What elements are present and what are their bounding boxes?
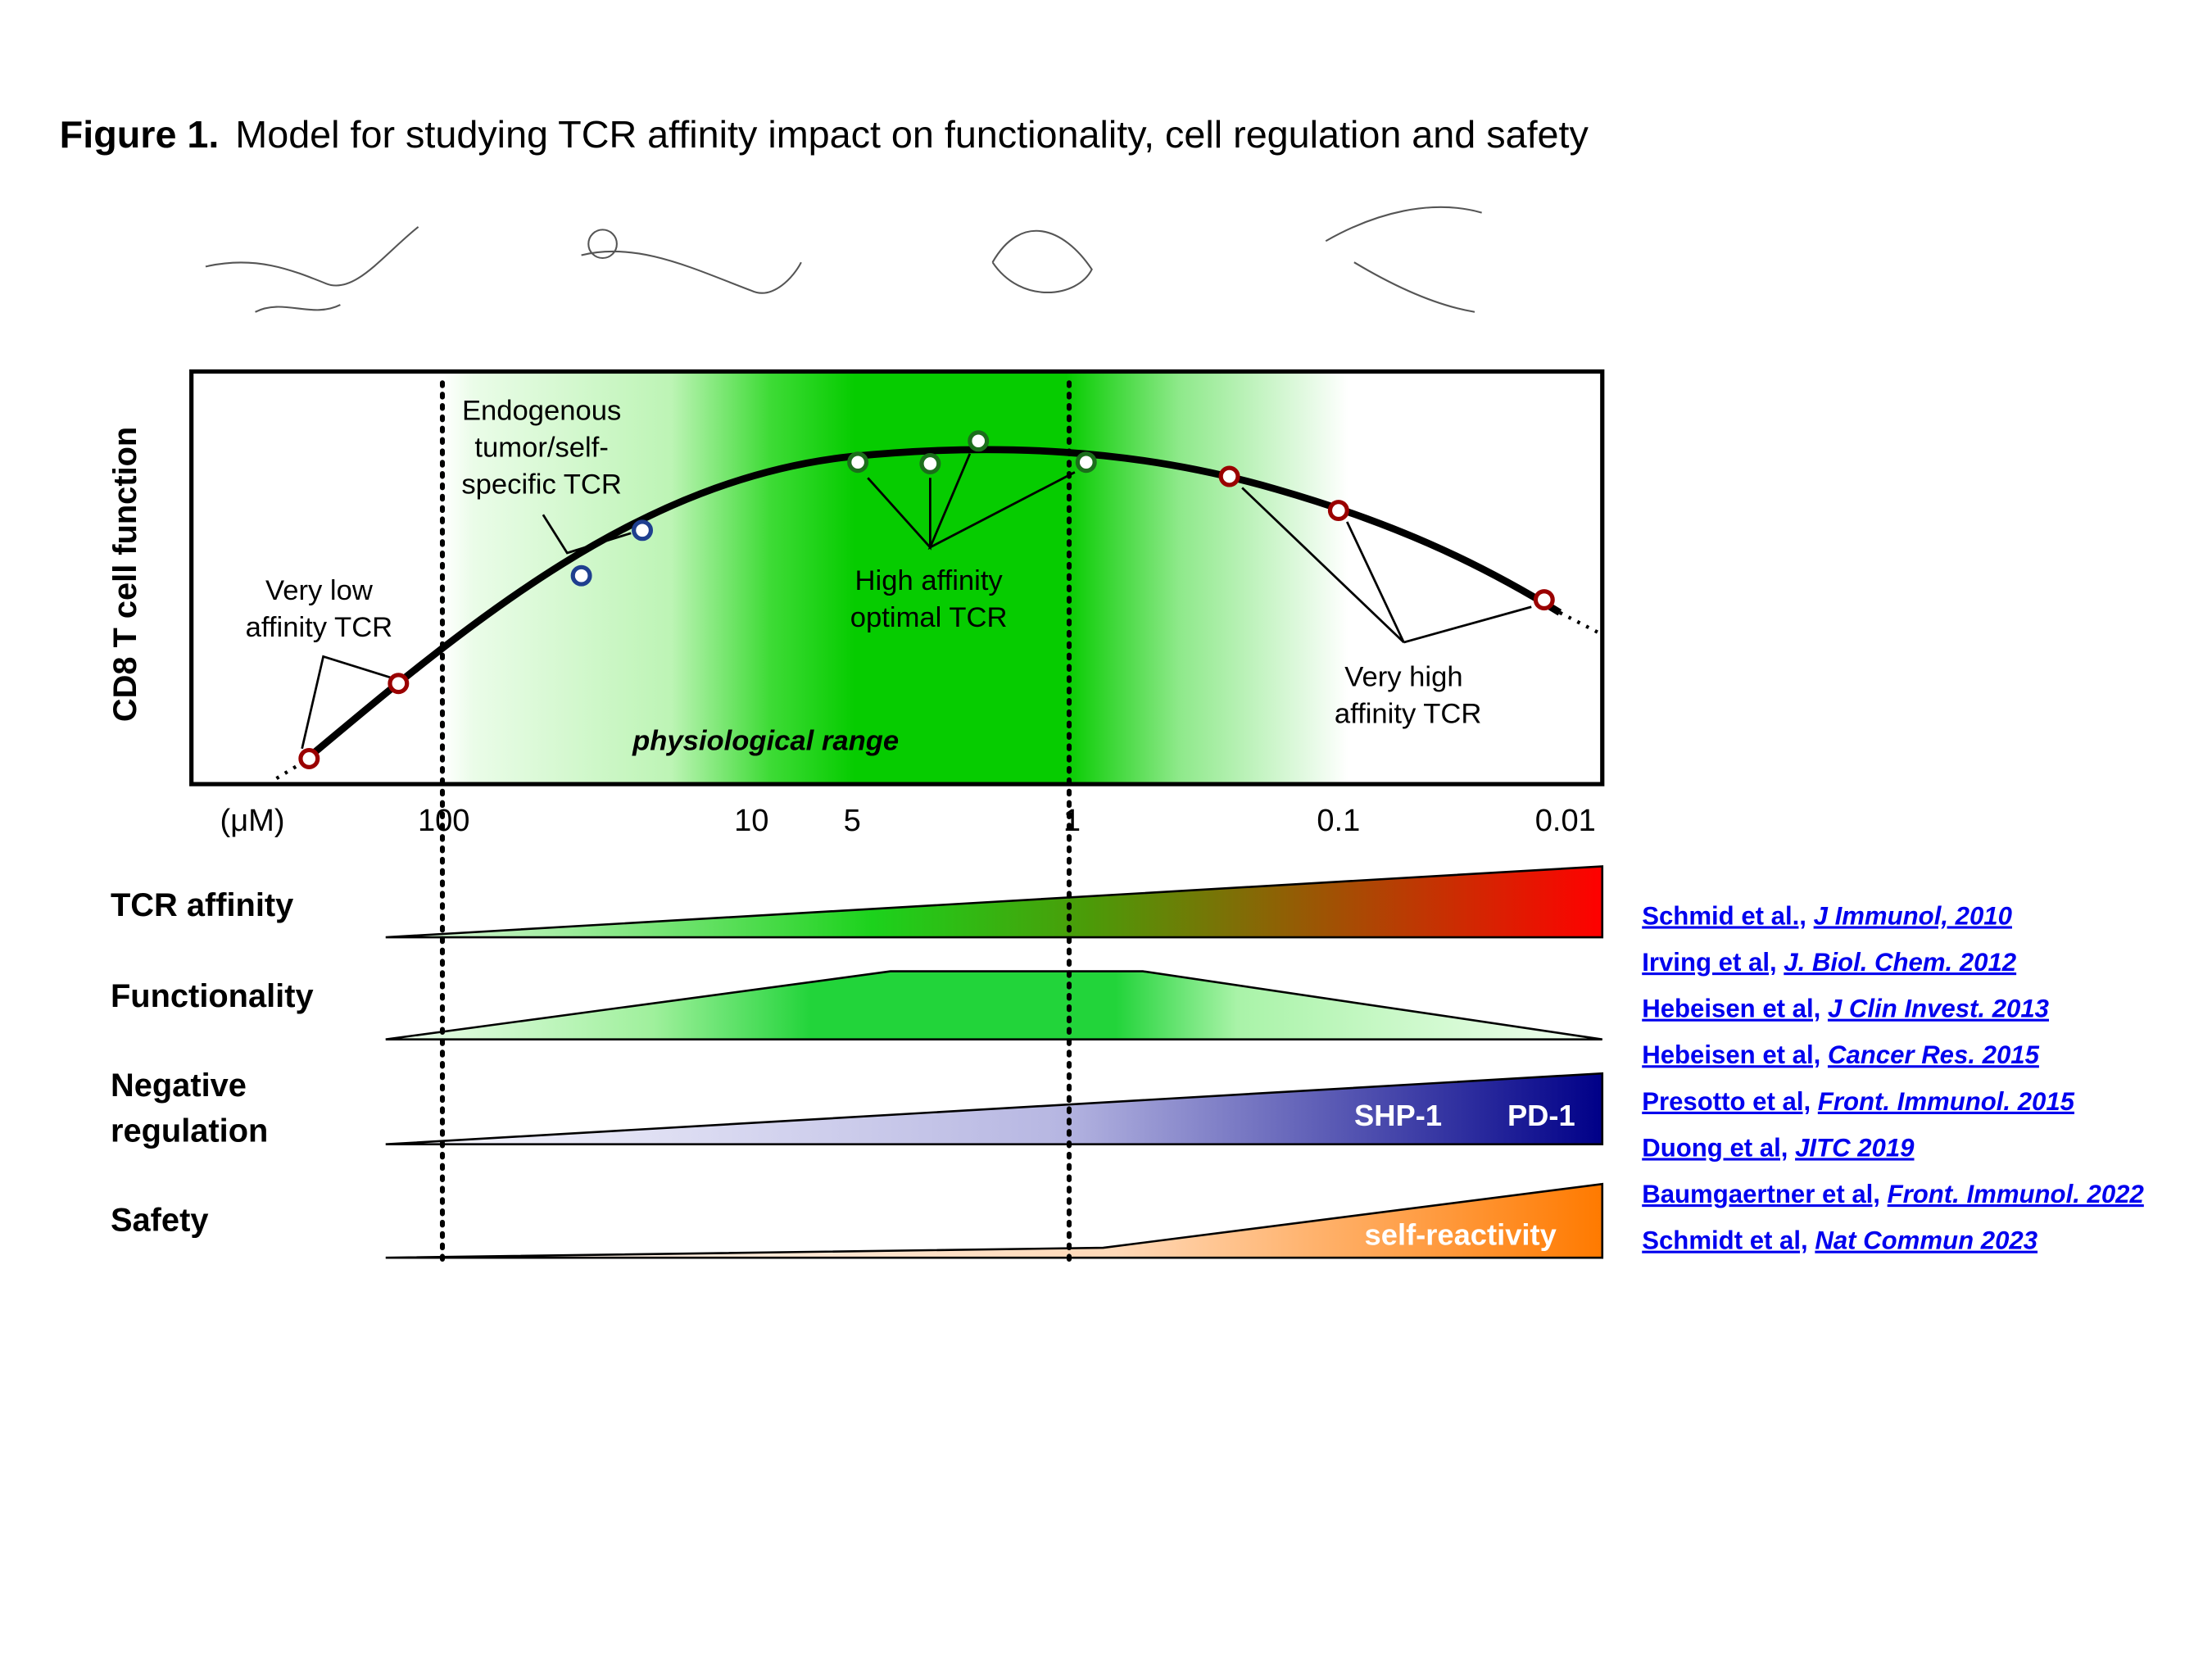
text: tumor/self- — [474, 432, 608, 463]
reference-authors[interactable]: Schmidt et al, — [1642, 1226, 1807, 1255]
caption-text: Model for studying TCR affinity impact o… — [235, 113, 1589, 156]
row-label: TCR affinity — [111, 887, 293, 923]
reference-journal[interactable]: J Immunol, 2010 — [1814, 901, 2013, 930]
reference-authors[interactable]: Presotto et al, — [1642, 1087, 1811, 1116]
row-label: Functionality — [111, 978, 314, 1014]
reference-journal[interactable]: J Clin Invest. 2013 — [1828, 995, 2049, 1023]
annotation: Endogenous tumor/self-specific TCR — [461, 395, 622, 500]
text: regulation — [111, 1113, 268, 1149]
callout-lines — [301, 453, 1532, 750]
text: optimal TCR — [850, 602, 1008, 633]
reference-journal[interactable]: Nat Commun 2023 — [1815, 1226, 2037, 1255]
tag: SHP-1 — [1354, 1099, 1442, 1132]
reference-journal[interactable]: Front. Immunol. 2022 — [1888, 1180, 2144, 1208]
x-unit: (μM) — [220, 804, 285, 838]
text: Negative — [111, 1067, 247, 1104]
region-label: physiological range — [632, 726, 899, 757]
x-tick-label: 1 — [1063, 804, 1081, 838]
regulation-wedge — [385, 1072, 1604, 1146]
reference-authors[interactable]: Schmid et al., — [1642, 901, 1806, 930]
tag: self-reactivity — [1365, 1218, 1557, 1252]
tag: PD-1 — [1507, 1099, 1575, 1132]
text: Very low — [265, 575, 374, 606]
plot-frame — [189, 369, 1605, 786]
x-tick-label: 5 — [844, 804, 861, 838]
reference-link[interactable]: Hebeisen et al, J Clin Invest. 2013 — [1642, 995, 2049, 1023]
text: specific TCR — [461, 469, 622, 500]
reference-link[interactable]: Duong et al, JITC 2019 — [1642, 1133, 1915, 1162]
annotation: Very high affinity TCR — [1335, 662, 1482, 730]
reference-link[interactable]: Presotto et al, Front. Immunol. 2015 — [1642, 1087, 2074, 1116]
reference-journal[interactable]: Front. Immunol. 2015 — [1818, 1087, 2075, 1116]
text: affinity TCR — [246, 612, 393, 643]
hand-illustrations — [205, 206, 1482, 313]
row-label: Negative regulation — [111, 1067, 268, 1149]
reference-authors[interactable]: Baumgaertner et al, — [1642, 1180, 1880, 1208]
reference-journal[interactable]: JITC 2019 — [1795, 1133, 1915, 1162]
reference-authors[interactable]: Irving et al, — [1642, 948, 1776, 977]
row-label: Safety — [111, 1202, 208, 1238]
curve-tail — [1558, 610, 1599, 634]
x-tick-label: 0.01 — [1535, 804, 1596, 838]
figure-label: Figure 1. — [60, 113, 220, 156]
reference-link[interactable]: Schmidt et al, Nat Commun 2023 — [1642, 1226, 2037, 1255]
y-axis-label: CD8 T cell function — [107, 427, 143, 722]
annotation: Very low affinity TCR — [246, 575, 393, 643]
reference-link[interactable]: Hebeisen et al, Cancer Res. 2015 — [1642, 1040, 2039, 1069]
references: Schmid et al., J Immunol, 2010 Irving et a… — [1642, 901, 2144, 1254]
reference-journal[interactable]: Cancer Res. 2015 — [1828, 1040, 2040, 1069]
affinity-wedge — [385, 865, 1604, 939]
reference-authors[interactable]: Duong et al, — [1642, 1133, 1788, 1162]
reference-link[interactable]: Irving et al, J. Biol. Chem. 2012 — [1642, 948, 2016, 977]
reference-journal[interactable]: J. Biol. Chem. 2012 — [1784, 948, 2016, 977]
affinity-points — [298, 430, 1555, 769]
annotation: High affinity optimal TCR — [850, 565, 1008, 633]
text: High affinity — [855, 565, 1004, 596]
x-tick-label: 100 — [418, 804, 470, 838]
x-tick-label: 0.1 — [1317, 804, 1360, 838]
functionality-shape — [385, 970, 1602, 1040]
reference-authors[interactable]: Hebeisen et al, — [1642, 1040, 1820, 1069]
figure-caption: Figure 1. Model for studying TCR affinit… — [60, 113, 1589, 156]
text: Endogenous — [462, 395, 621, 426]
reference-link[interactable]: Baumgaertner et al, Front. Immunol. 2022 — [1642, 1180, 2144, 1208]
text: affinity TCR — [1335, 699, 1482, 730]
reference-link[interactable]: Schmid et al., J Immunol, 2010 — [1642, 901, 2012, 930]
safety-wedge — [385, 1182, 1604, 1259]
reference-authors[interactable]: Hebeisen et al, — [1642, 995, 1820, 1023]
text: Very high — [1344, 662, 1462, 693]
x-tick-label: 10 — [734, 804, 768, 838]
